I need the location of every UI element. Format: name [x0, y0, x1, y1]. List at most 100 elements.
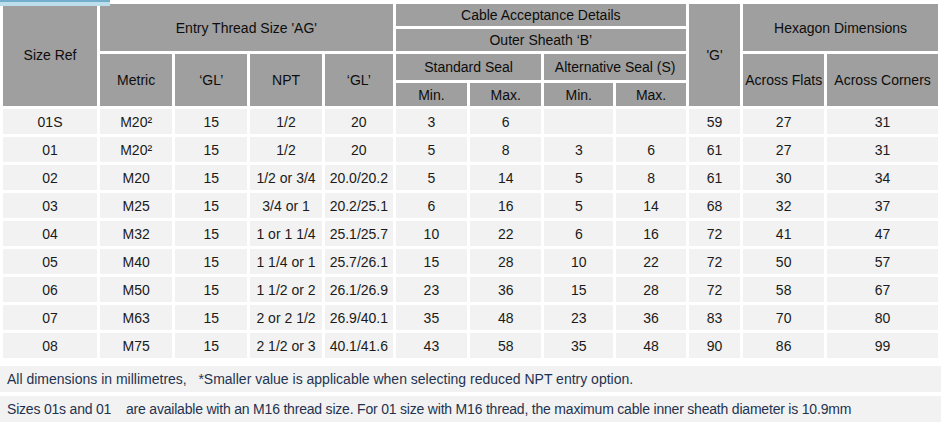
table-cell: M20²	[100, 109, 172, 134]
table-cell: 07	[3, 305, 97, 330]
header-entry-thread: Entry Thread Size 'AG'	[100, 4, 393, 51]
table-cell: 3	[544, 137, 613, 162]
table-cell: M40	[100, 249, 172, 274]
table-row: 03M25153/4 or 120.2/25.1616514683237	[3, 193, 938, 218]
header-alt-max: Max.	[616, 83, 686, 106]
table-cell: 15	[175, 137, 247, 162]
table-cell: 61	[689, 137, 740, 162]
table-cell: 10	[544, 249, 613, 274]
table-cell: 5	[396, 137, 467, 162]
header-g: 'G'	[689, 4, 740, 106]
table-row: 08M75152 1/2 or 340.1/41.643583548908699	[3, 333, 938, 358]
table-row: 01SM20²151/22036592731	[3, 109, 938, 134]
table-cell: 22	[616, 249, 686, 274]
table-cell: 22	[470, 221, 541, 246]
table-row: 07M63152 or 2 1/226.9/40.135482336837080	[3, 305, 938, 330]
table-cell: 8	[470, 137, 541, 162]
table-cell: 35	[396, 305, 467, 330]
table-cell: 1 1/4 or 1	[250, 249, 322, 274]
table-cell: 48	[616, 333, 686, 358]
table-cell: 57	[827, 249, 938, 274]
table-cell: 15	[544, 277, 613, 302]
table-cell: M50	[100, 277, 172, 302]
header-outer-sheath: Outer Sheath ‘B’	[396, 29, 686, 51]
table-cell: 20	[325, 137, 393, 162]
table-cell: 15	[175, 221, 247, 246]
table-cell: 3/4 or 1	[250, 193, 322, 218]
table-cell: 01	[3, 137, 97, 162]
note-sizes: Sizes 01s and 01 are available with an M…	[0, 396, 941, 422]
table-cell: 23	[544, 305, 613, 330]
table-cell: 34	[827, 165, 938, 190]
header-std-min: Min.	[396, 83, 467, 106]
table-cell: 6	[396, 193, 467, 218]
table-cell: 83	[689, 305, 740, 330]
table-cell: 35	[544, 333, 613, 358]
header-gl-2: ‘GL’	[325, 54, 393, 106]
table-cell: 15	[175, 277, 247, 302]
table-cell: 01S	[3, 109, 97, 134]
table-cell: 16	[470, 193, 541, 218]
table-cell: 5	[544, 193, 613, 218]
table-header: Size Ref Entry Thread Size 'AG' Cable Ac…	[3, 4, 938, 106]
table-cell: 1 or 1 1/4	[250, 221, 322, 246]
table-cell: 15	[175, 109, 247, 134]
table-cell: 5	[544, 165, 613, 190]
header-across-flats: Across Flats	[743, 54, 824, 106]
table-cell: 1 1/2 or 2	[250, 277, 322, 302]
table-row: 06M50151 1/2 or 226.1/26.923361528725867	[3, 277, 938, 302]
table-row: 05M40151 1/4 or 125.7/26.115281022725057	[3, 249, 938, 274]
header-gl-1: ‘GL’	[175, 54, 247, 106]
table-cell	[544, 109, 613, 134]
table-cell: 36	[616, 305, 686, 330]
header-hexagon: Hexagon Dimensions	[743, 4, 938, 51]
table-cell: M75	[100, 333, 172, 358]
table-cell: 1/2	[250, 109, 322, 134]
table-cell: 67	[827, 277, 938, 302]
table-cell: 31	[827, 137, 938, 162]
table-cell: 2 1/2 or 3	[250, 333, 322, 358]
table-cell: 32	[743, 193, 824, 218]
header-alternative-seal: Alternative Seal (S)	[544, 54, 686, 80]
table-cell: 16	[616, 221, 686, 246]
table-cell: 37	[827, 193, 938, 218]
header-standard-seal: Standard Seal	[396, 54, 542, 80]
dimensions-table: Size Ref Entry Thread Size 'AG' Cable Ac…	[0, 1, 941, 361]
table-cell: 99	[827, 333, 938, 358]
table-cell: 72	[689, 249, 740, 274]
table-cell: 15	[175, 193, 247, 218]
table-cell: 20.2/25.1	[325, 193, 393, 218]
table-cell: 47	[827, 221, 938, 246]
table-cell: 72	[689, 221, 740, 246]
table-row: 02M20151/2 or 3/420.0/20.251458613034	[3, 165, 938, 190]
header-alt-min: Min.	[544, 83, 613, 106]
table-cell: 41	[743, 221, 824, 246]
table-cell: 26.1/26.9	[325, 277, 393, 302]
table-cell: 14	[616, 193, 686, 218]
table-cell: 28	[616, 277, 686, 302]
table-cell: 70	[743, 305, 824, 330]
table-cell: 15	[396, 249, 467, 274]
header-size-ref: Size Ref	[3, 4, 97, 106]
table-cell: 36	[470, 277, 541, 302]
table-row: 04M32151 or 1 1/425.1/25.71022616724147	[3, 221, 938, 246]
table-cell: 23	[396, 277, 467, 302]
table-cell: 6	[544, 221, 613, 246]
header-npt: NPT	[250, 54, 322, 106]
document-page: Size Ref Entry Thread Size 'AG' Cable Ac…	[0, 0, 941, 428]
table-cell: 80	[827, 305, 938, 330]
table-cell: 05	[3, 249, 97, 274]
table-cell: M20	[100, 165, 172, 190]
table-cell: 43	[396, 333, 467, 358]
table-cell: 04	[3, 221, 97, 246]
table-cell: 31	[827, 109, 938, 134]
table-cell: 20	[325, 109, 393, 134]
table-cell: 15	[175, 249, 247, 274]
table-cell: 26.9/40.1	[325, 305, 393, 330]
table-cell: 25.7/26.1	[325, 249, 393, 274]
table-cell: 27	[743, 137, 824, 162]
table-cell: 20.0/20.2	[325, 165, 393, 190]
table-cell: 72	[689, 277, 740, 302]
table-row: 01M20²151/2205836612731	[3, 137, 938, 162]
table-cell: 58	[743, 277, 824, 302]
